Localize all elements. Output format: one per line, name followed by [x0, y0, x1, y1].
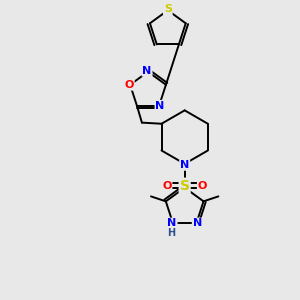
Text: N: N [155, 101, 165, 111]
Text: N: N [193, 218, 202, 229]
Text: S: S [164, 4, 172, 14]
Text: N: N [142, 66, 152, 76]
Text: S: S [180, 179, 190, 193]
Text: N: N [167, 218, 177, 229]
Text: O: O [162, 181, 172, 191]
Text: O: O [198, 181, 207, 191]
Text: N: N [180, 160, 189, 170]
Text: O: O [124, 80, 134, 90]
Text: H: H [167, 228, 175, 239]
